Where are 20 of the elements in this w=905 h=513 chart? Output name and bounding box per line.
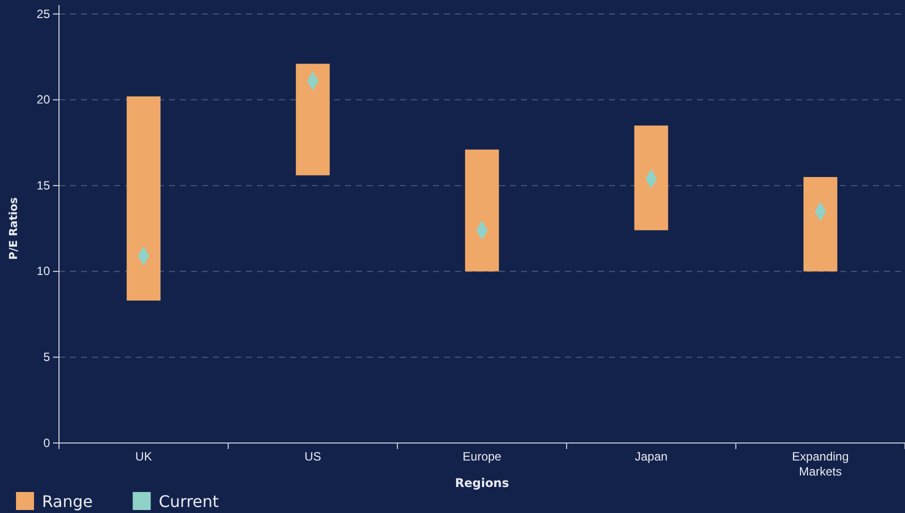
x-tick-label: UK (135, 449, 152, 464)
legend-label: Range (42, 492, 93, 511)
y-tick-label: 0 (43, 436, 50, 450)
y-tick-label: 10 (36, 264, 50, 278)
bar (803, 177, 838, 272)
x-tick-label: Japan (634, 449, 668, 464)
bar (296, 64, 330, 176)
x-axis-title: Regions (454, 476, 510, 490)
legend-label: Current (158, 492, 219, 511)
x-tick-label: US (304, 449, 322, 464)
x-tick-label: Europe (462, 449, 502, 464)
y-tick-label: 20 (36, 92, 50, 107)
bar (465, 150, 499, 272)
y-tick-label: 15 (36, 178, 50, 192)
y-axis-title: P/E Ratios (7, 196, 20, 260)
x-tick-label: Expanding Markets (792, 449, 849, 478)
bar (126, 96, 161, 301)
bar (634, 126, 668, 230)
y-tick-label: 25 (36, 6, 50, 21)
y-tick-label: 5 (43, 350, 50, 364)
